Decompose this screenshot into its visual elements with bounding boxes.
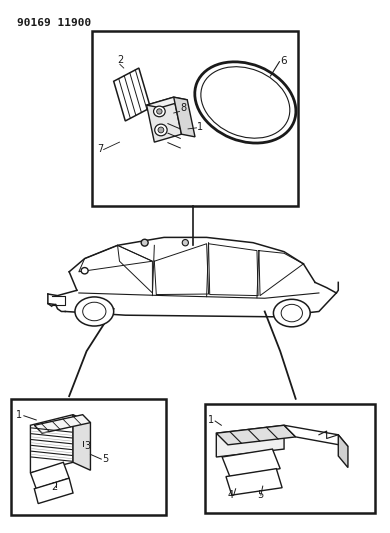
Text: 90169 11900: 90169 11900 xyxy=(17,18,91,28)
Text: 5: 5 xyxy=(257,490,263,500)
Polygon shape xyxy=(216,425,296,445)
Polygon shape xyxy=(73,415,90,470)
Ellipse shape xyxy=(141,239,148,246)
Text: 2: 2 xyxy=(51,482,57,492)
Ellipse shape xyxy=(201,67,290,138)
Text: 2: 2 xyxy=(117,55,124,64)
Ellipse shape xyxy=(182,239,188,246)
Polygon shape xyxy=(216,425,284,457)
Ellipse shape xyxy=(154,106,165,117)
Text: 5: 5 xyxy=(102,454,108,464)
Bar xyxy=(92,31,298,206)
Text: 8: 8 xyxy=(180,103,186,114)
Polygon shape xyxy=(30,415,73,473)
Polygon shape xyxy=(174,97,195,137)
Polygon shape xyxy=(284,425,348,447)
Text: 3: 3 xyxy=(84,441,90,451)
Ellipse shape xyxy=(75,297,113,326)
Polygon shape xyxy=(147,97,181,142)
Polygon shape xyxy=(34,478,73,504)
Polygon shape xyxy=(338,435,348,467)
Text: 1: 1 xyxy=(197,122,203,132)
Polygon shape xyxy=(113,68,151,121)
Bar xyxy=(11,399,166,515)
Text: 6: 6 xyxy=(280,56,287,66)
Polygon shape xyxy=(34,415,90,433)
Ellipse shape xyxy=(83,302,106,321)
Text: 7: 7 xyxy=(98,144,104,154)
Text: 4: 4 xyxy=(228,490,234,500)
Polygon shape xyxy=(30,462,69,489)
Ellipse shape xyxy=(157,109,162,114)
Bar xyxy=(205,404,375,513)
Ellipse shape xyxy=(281,304,303,322)
Ellipse shape xyxy=(273,300,310,327)
Ellipse shape xyxy=(81,268,88,274)
Polygon shape xyxy=(222,449,280,477)
Polygon shape xyxy=(226,469,282,495)
Ellipse shape xyxy=(195,62,296,143)
Polygon shape xyxy=(147,97,187,108)
Text: 1: 1 xyxy=(16,410,22,421)
Ellipse shape xyxy=(158,127,164,133)
Ellipse shape xyxy=(155,124,167,136)
Text: 1: 1 xyxy=(208,415,214,425)
